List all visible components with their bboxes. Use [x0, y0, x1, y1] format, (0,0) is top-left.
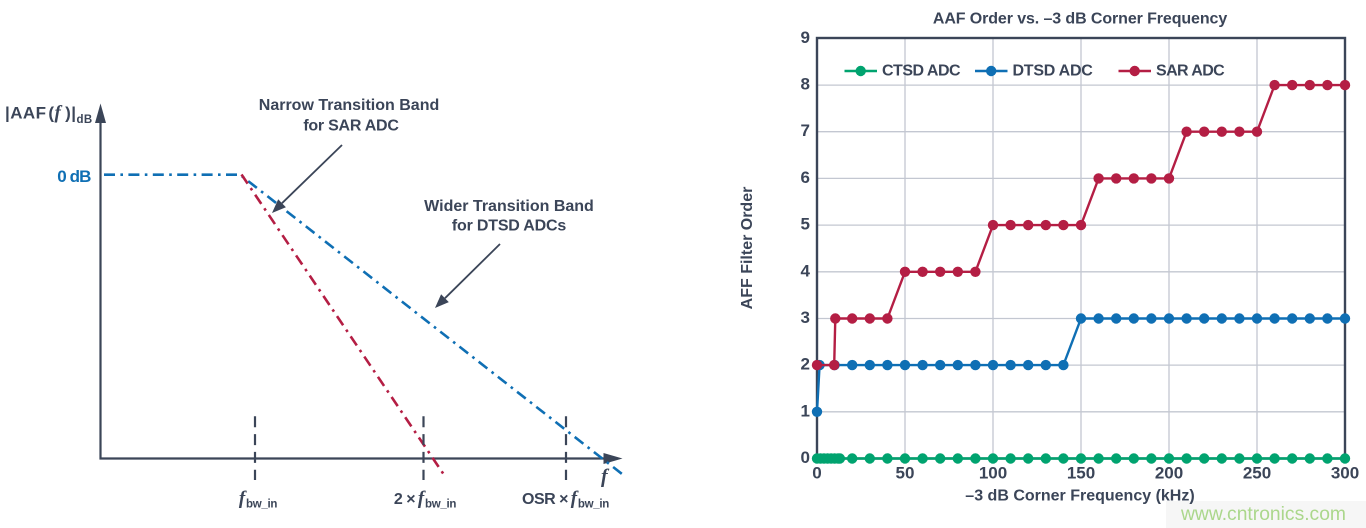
svg-text:Wider Transition Band: Wider Transition Band	[424, 198, 594, 215]
svg-text:f: f	[601, 466, 610, 488]
svg-text:2: 2	[801, 355, 810, 374]
svg-text:300: 300	[1331, 463, 1359, 482]
svg-text:DTSD ADC: DTSD ADC	[1013, 63, 1094, 80]
svg-text:50: 50	[896, 463, 915, 482]
svg-text:0 dB: 0 dB	[57, 167, 91, 186]
svg-text:AFF Filter Order: AFF Filter Order	[739, 187, 756, 310]
svg-text:0: 0	[801, 448, 810, 467]
svg-text:5: 5	[801, 215, 810, 234]
svg-text:8: 8	[801, 75, 810, 94]
svg-text:for SAR ADC: for SAR ADC	[303, 118, 399, 135]
svg-text:SAR ADC: SAR ADC	[1156, 63, 1225, 80]
svg-text:–3 dB Corner Frequency (kHz): –3 dB Corner Frequency (kHz)	[965, 488, 1194, 505]
svg-text:1: 1	[801, 401, 810, 420]
svg-text:6: 6	[801, 168, 810, 187]
svg-text:3: 3	[801, 308, 810, 327]
svg-text:7: 7	[801, 121, 810, 140]
svg-text:0: 0	[812, 463, 821, 482]
svg-text:AAF Order vs. –3 dB Corner Fre: AAF Order vs. –3 dB Corner Frequency	[933, 10, 1227, 27]
svg-text:CTSD ADC: CTSD ADC	[882, 63, 961, 80]
svg-text:150: 150	[1067, 463, 1095, 482]
svg-text:|AAF (f )|dB: |AAF (f )|dB	[5, 103, 93, 127]
svg-text:www.cntronics.com: www.cntronics.com	[1180, 504, 1346, 525]
svg-text:100: 100	[979, 463, 1007, 482]
svg-text:for DTSD ADCs: for DTSD ADCs	[452, 218, 566, 235]
svg-text:9: 9	[801, 28, 810, 47]
svg-text:250: 250	[1243, 463, 1271, 482]
svg-text:200: 200	[1155, 463, 1183, 482]
svg-text:Narrow Transition Band: Narrow Transition Band	[259, 97, 439, 114]
svg-text:4: 4	[801, 261, 811, 280]
svg-text:f bw_in: f bw_in	[239, 488, 278, 511]
